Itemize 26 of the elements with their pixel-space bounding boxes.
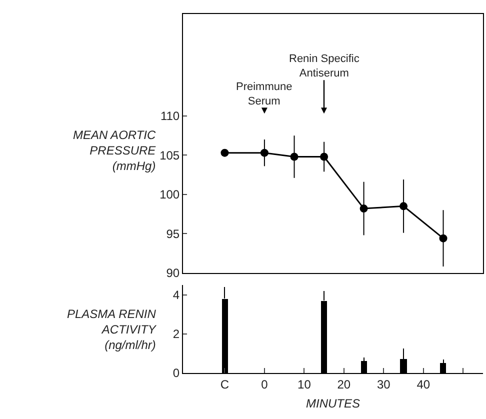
y-tick-label: 110 (160, 109, 180, 124)
x-tick-label: 0 (261, 377, 268, 392)
x-axis-title: MINUTES (306, 396, 360, 410)
y-tick-label: 0 (172, 366, 180, 380)
annotation: Preimmune Serum (236, 81, 292, 108)
point (360, 204, 368, 213)
y-tick-label: 105 (160, 148, 180, 162)
x-tick-label: 20 (337, 377, 351, 392)
point (220, 148, 229, 157)
point (260, 148, 268, 157)
y-tick-label: 2 (172, 327, 180, 342)
y-tick-label: 90 (166, 266, 180, 280)
point (290, 152, 298, 161)
point (439, 234, 448, 242)
point (400, 202, 408, 210)
point (320, 152, 328, 161)
annotation: Renin Specific Antiserum (289, 53, 360, 80)
y-axis-title: MEAN AORTIC PRESSURE (mmHg) (73, 128, 157, 174)
y-tick-label: 100 (160, 188, 180, 202)
y-axis-title: PLASMA RENIN ACTIVITY (ng/ml/hr) (67, 307, 157, 352)
y-tick-label: 95 (166, 226, 180, 241)
x-tick-label: C (220, 377, 230, 392)
y-tick-label: 4 (172, 288, 180, 302)
x-tick-label: 10 (298, 377, 312, 392)
x-tick-label: 40 (416, 377, 430, 392)
x-tick-label: 30 (376, 377, 391, 392)
